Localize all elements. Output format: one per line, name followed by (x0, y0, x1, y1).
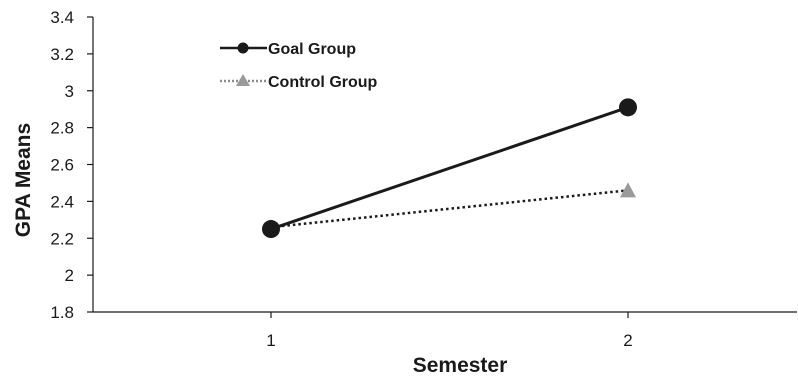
series-line-goal-group (270, 105, 629, 231)
x-axis-title: Semester (413, 354, 508, 377)
y-tick-label: 3.4 (50, 8, 74, 27)
legend-marker-control-group (236, 74, 250, 86)
legend: Goal Group Control Group (220, 41, 378, 91)
x-tick-label: 1 (266, 331, 275, 350)
y-tick-label: 3 (65, 82, 74, 101)
series-line-control-group (270, 189, 629, 229)
y-tick-label: 2.6 (50, 156, 74, 175)
series-layer (262, 98, 637, 239)
y-tick-label: 2 (65, 266, 74, 285)
legend-label-control-group: Control Group (268, 74, 378, 91)
y-tick-label: 1.8 (50, 303, 74, 322)
data-point-control-group (620, 182, 636, 198)
data-point-goal-group (262, 220, 280, 239)
axes (92, 17, 797, 313)
legend-label-goal-group: Goal Group (268, 41, 356, 58)
y-tick-label: 2.2 (50, 229, 74, 248)
y-ticks: 1.8 2 2.2 2.4 2.6 2.8 3 3.2 3.4 (50, 8, 93, 322)
legend-item-goal-group: Goal Group (220, 41, 356, 58)
y-tick-label: 3.2 (50, 45, 74, 64)
y-tick-label: 2.4 (50, 192, 74, 211)
legend-marker-goal-group (237, 42, 249, 54)
y-axis-title: GPA Means (12, 123, 35, 237)
y-tick-label: 2.8 (50, 119, 74, 138)
x-tick-label: 2 (623, 331, 632, 350)
legend-item-control-group: Control Group (220, 74, 378, 91)
data-point-goal-group (619, 98, 637, 117)
